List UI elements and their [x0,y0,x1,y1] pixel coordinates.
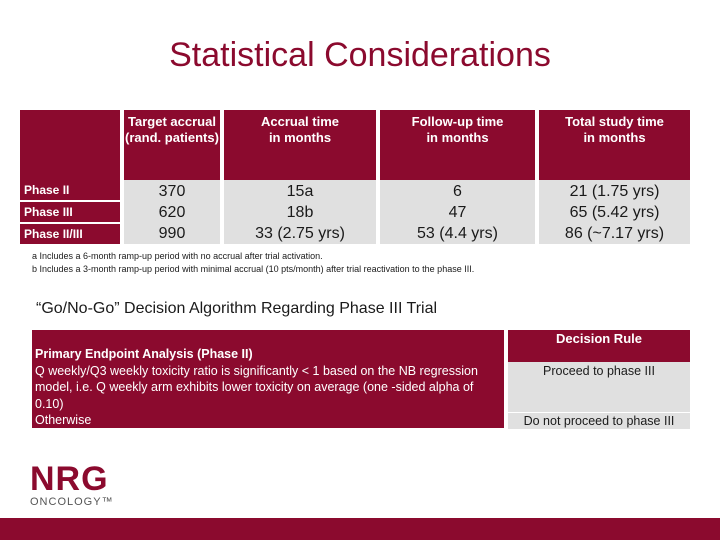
table-cell: 86 (~7.17 yrs) [564,225,665,242]
table-cell: 18b [286,204,314,221]
header-empty [20,110,120,180]
header-total-study-time: Total study time in months [539,110,690,180]
table-cell: 33 (2.75 yrs) [255,225,345,242]
slide-title: Statistical Considerations [169,36,551,74]
logo-sub-text: ONCOLOGY™ [30,496,114,508]
decision-title: “Go/No-Go” Decision Algorithm Regarding … [36,300,438,317]
table-cell: 65 (5.42 yrs) [569,204,660,221]
footnote-b: b Includes a 3-month ramp-up period with… [32,264,475,274]
table-cell: 6 [453,183,462,200]
decision-criterion-1: Q weekly/Q3 weekly toxicity ratio is sig… [35,363,478,411]
table-cell: 370 [158,183,186,200]
decision-left-header: Primary Endpoint Analysis (Phase II) [35,347,253,361]
decision-rule-1: Proceed to phase III [508,362,690,412]
row-label-phase-iii: Phase III [20,202,120,222]
table-cell: 21 (1.75 yrs) [569,183,660,200]
row-label-phase-ii-iii: Phase II/III [20,224,120,244]
table-cell: 620 [158,204,186,221]
header-follow-up-time: Follow-up time in months [380,110,535,180]
decision-rule-header: Decision Rule [508,330,690,362]
logo-main-text: NRG [30,460,109,498]
decision-criterion-2: Otherwise [35,413,92,427]
table-cell: 15a [286,183,314,200]
decision-criteria-cell: Primary Endpoint Analysis (Phase II) Q w… [32,330,504,428]
row-label-phase-ii: Phase II [20,180,120,200]
total-study-time-column: 21 (1.75 yrs) 65 (5.42 yrs) 86 (~7.17 yr… [539,180,690,244]
nrg-oncology-logo: NRG ONCOLOGY™ [30,462,114,508]
statistics-table: Target accrual (rand. patients) Accrual … [20,110,690,244]
follow-up-time-column: 6 47 53 (4.4 yrs) [380,180,535,244]
accrual-time-column: 15a 18b 33 (2.75 yrs) [224,180,376,244]
header-accrual-time: Accrual time in months [224,110,376,180]
table-cell: 990 [158,225,186,242]
table-cell: 53 (4.4 yrs) [417,225,498,242]
target-accrual-column: 370 620 990 [124,180,220,244]
footnotes: a Includes a 6-month ramp-up period with… [32,250,474,276]
footnote-a: a Includes a 6-month ramp-up period with… [32,251,323,261]
table-cell: 47 [448,204,467,221]
decision-rule-2: Do not proceed to phase III [508,413,690,429]
header-target-accrual: Target accrual (rand. patients) [124,110,220,180]
footer-bar [0,518,720,540]
